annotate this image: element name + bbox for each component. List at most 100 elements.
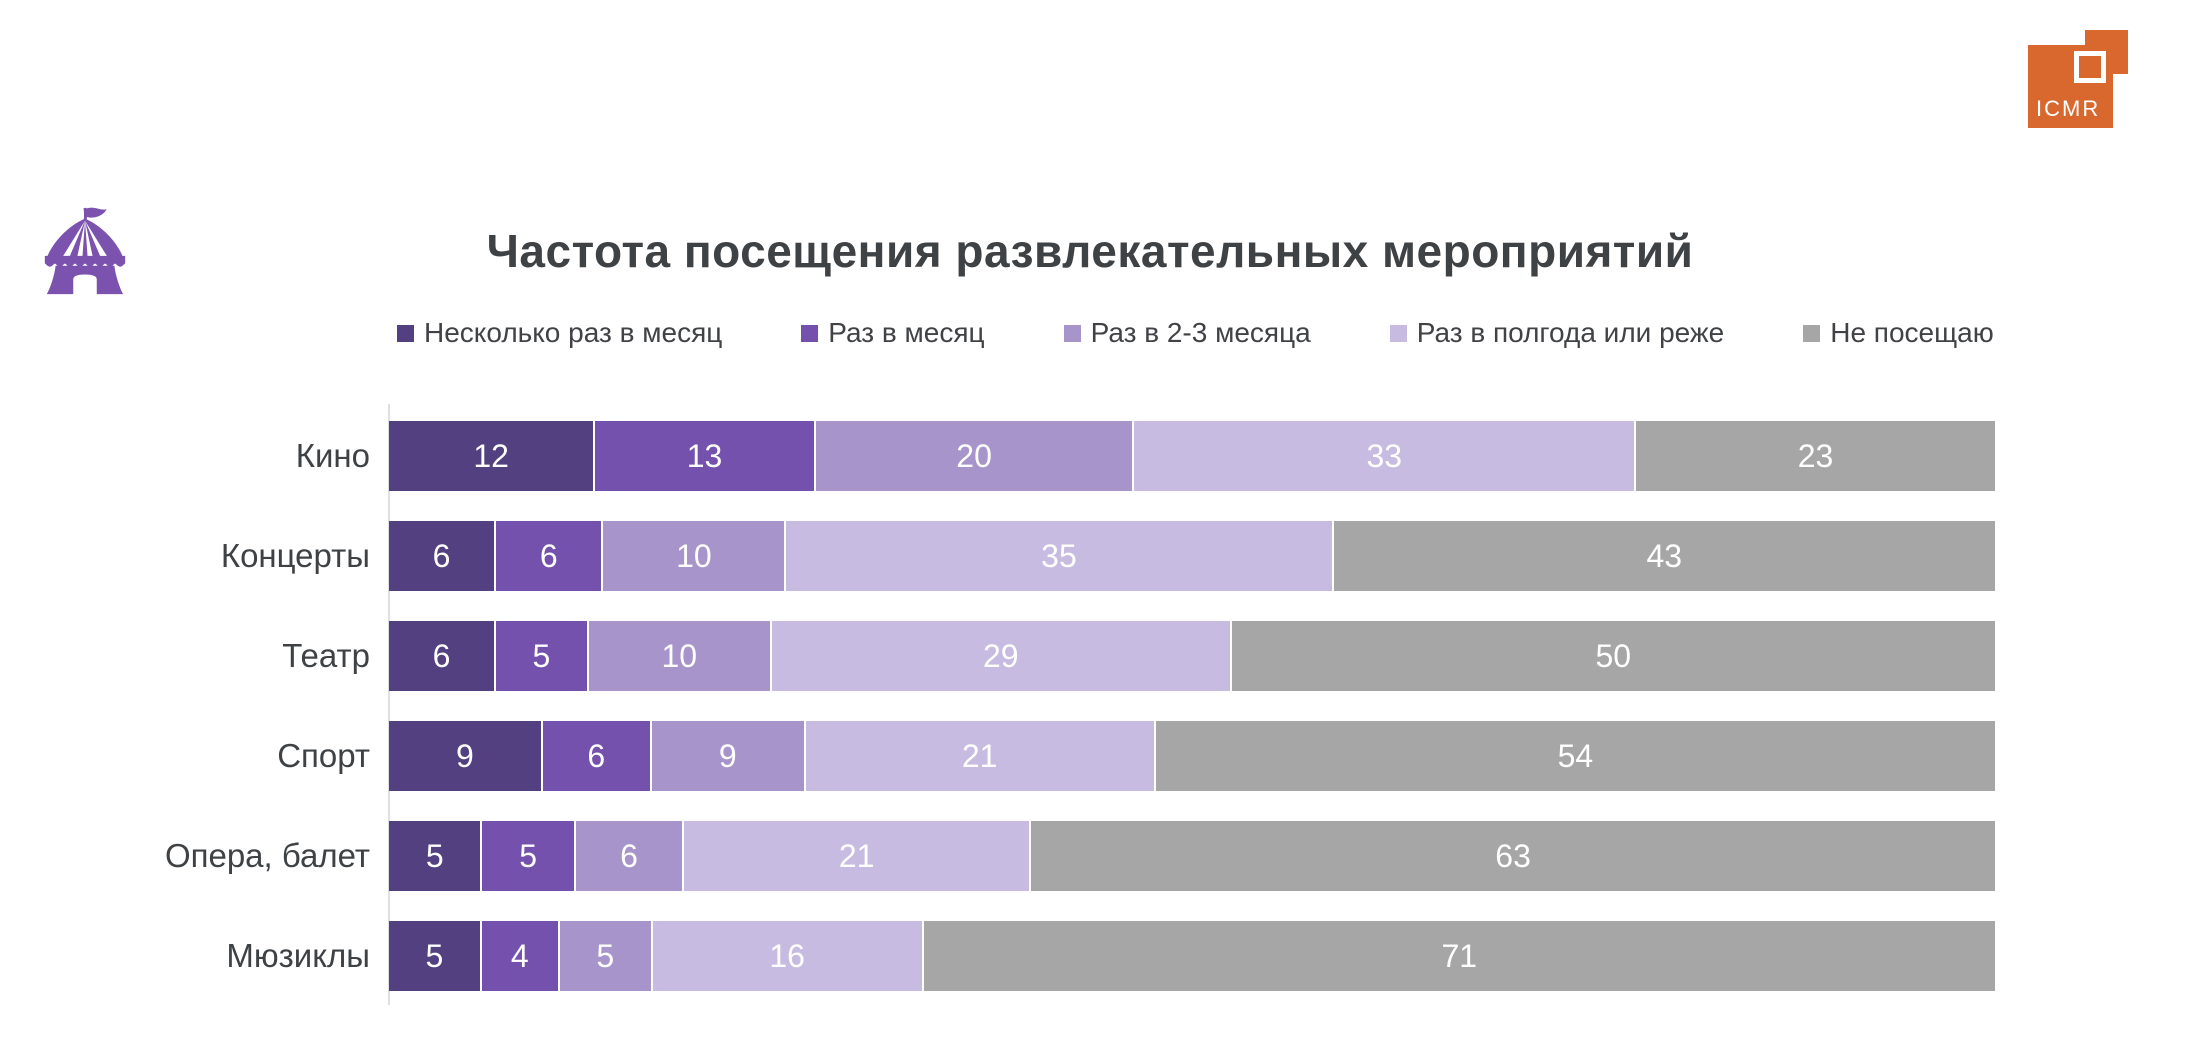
bar-row: Концерты 6 6 10 35 43 <box>0 506 2050 606</box>
axis-line <box>388 404 390 1005</box>
bar-segment: 6 <box>496 521 604 591</box>
stacked-bar: 6 6 10 35 43 <box>389 521 1996 591</box>
circus-tent-icon <box>44 207 126 295</box>
bar-value-label: 63 <box>1495 837 1531 874</box>
bar-value-label: 54 <box>1557 737 1594 774</box>
bar-segment: 16 <box>652 921 924 991</box>
bar-segment: 20 <box>815 421 1135 491</box>
bar-value-label: 6 <box>432 537 451 574</box>
legend-swatch-icon <box>1389 324 1407 342</box>
bar-value-label: 5 <box>596 937 615 974</box>
bar-segment: 23 <box>1636 421 1995 491</box>
bar-row: Спорт 9 6 9 21 54 <box>0 706 2050 806</box>
bar-value-label: 71 <box>1441 937 1478 974</box>
bar-segment: 4 <box>481 921 560 991</box>
legend-label: Раз в 2-3 месяца <box>1090 317 1311 348</box>
bar-value-label: 6 <box>539 537 558 574</box>
legend-item-1: Раз в месяц <box>801 317 985 349</box>
bar-value-label: 5 <box>425 837 444 874</box>
bar-value-label: 10 <box>676 537 712 574</box>
bar-value-label: 12 <box>473 437 509 474</box>
bar-segment: 6 <box>389 621 497 691</box>
bar-value-label: 20 <box>956 437 992 474</box>
bar-value-label: 6 <box>620 837 638 874</box>
bar-value-label: 33 <box>1366 437 1403 474</box>
bar-value-label: 21 <box>961 737 998 774</box>
icmr-logo: ICMR <box>2028 14 2130 129</box>
bar-row: Кино 12 13 20 33 23 <box>0 406 2050 506</box>
bar-segment: 5 <box>496 621 589 691</box>
bar-row: Театр 6 5 10 29 50 <box>0 606 2050 706</box>
bar-value-label: 10 <box>661 637 698 674</box>
legend-item-2: Раз в 2-3 месяца <box>1063 317 1311 349</box>
bar-segment: 63 <box>1031 821 1995 891</box>
stacked-bar: 12 13 20 33 23 <box>389 421 1995 491</box>
legend-label: Несколько раз в месяц <box>424 317 723 348</box>
bar-value-label: 9 <box>455 737 474 774</box>
bar-segment: 5 <box>389 821 483 891</box>
bar-segment: 21 <box>684 821 1032 891</box>
bar-value-label: 29 <box>982 637 1019 674</box>
stacked-bar: 9 6 9 21 54 <box>389 721 1996 791</box>
bar-segment: 35 <box>786 521 1334 591</box>
bar-value-label: 16 <box>769 937 805 974</box>
bar-value-label: 13 <box>686 437 723 474</box>
stacked-bar: 5 5 6 21 63 <box>389 821 1995 891</box>
bar-value-label: 23 <box>1797 437 1834 474</box>
bar-segment: 10 <box>588 621 772 691</box>
category-label: Концерты <box>220 537 370 574</box>
bar-value-label: 4 <box>510 937 529 974</box>
bar-value-label: 6 <box>432 637 451 674</box>
legend-item-3: Раз в полгода или реже <box>1389 317 1725 349</box>
chart-title: Частота посещения развлекательных меропр… <box>486 225 1694 277</box>
bar-row: Опера, балет 5 5 6 21 63 <box>0 806 2050 906</box>
logo-text: ICMR <box>2036 96 2101 121</box>
category-label: Театр <box>282 637 370 674</box>
legend-swatch-icon <box>397 324 414 342</box>
category-label: Опера, балет <box>164 837 370 874</box>
logo-small-square <box>2079 56 2101 78</box>
bar-value-label: 5 <box>532 637 551 674</box>
bar-value-label: 5 <box>425 937 444 974</box>
bar-segment: 9 <box>651 721 806 791</box>
legend-swatch-icon <box>1803 324 1821 342</box>
bar-value-label: 6 <box>587 737 606 774</box>
legend-label: Не посещаю <box>1830 317 1994 348</box>
bar-row: Мюзиклы 5 4 5 16 71 <box>0 906 2050 1006</box>
bar-segment: 12 <box>389 421 596 491</box>
bar-segment: 29 <box>771 621 1232 691</box>
bar-rows: Кино 12 13 20 33 23 Концерты 6 6 10 35 43 Театр 6 5 10 2… <box>0 406 2050 1006</box>
legend-swatch-icon <box>801 324 819 342</box>
legend: Несколько раз в месяц Раз в месяц Раз в 2-… <box>397 317 1994 349</box>
legend-item-4: Не посещаю <box>1803 317 1994 349</box>
bar-segment: 13 <box>595 421 816 491</box>
bar-segment: 71 <box>923 921 1995 991</box>
bar-value-label: 9 <box>718 737 737 774</box>
bar-value-label: 5 <box>519 837 538 874</box>
bar-segment: 6 <box>389 521 497 591</box>
bar-segment: 43 <box>1333 521 1996 591</box>
legend-label: Раз в месяц <box>828 317 985 348</box>
bar-segment: 21 <box>805 721 1156 791</box>
bar-value-label: 43 <box>1646 537 1683 574</box>
bar-segment: 33 <box>1134 421 1637 491</box>
stacked-bar: 6 5 10 29 50 <box>389 621 1995 691</box>
bar-segment: 50 <box>1231 621 1995 691</box>
bar-value-label: 35 <box>1041 537 1077 574</box>
bar-segment: 9 <box>389 721 543 791</box>
bar-segment: 5 <box>482 821 576 891</box>
bar-value-label: 50 <box>1595 637 1632 674</box>
bar-segment: 10 <box>603 521 787 591</box>
bar-segment: 5 <box>559 921 653 991</box>
bar-segment: 6 <box>575 821 685 891</box>
bar-segment: 54 <box>1155 721 1996 791</box>
category-label: Спорт <box>277 737 370 774</box>
legend-label: Раз в полгода или реже <box>1416 317 1725 348</box>
bar-value-label: 21 <box>838 837 875 874</box>
legend-swatch-icon <box>1063 324 1081 342</box>
stacked-bar: 5 4 5 16 71 <box>389 921 1995 991</box>
legend-item-0: Несколько раз в месяц <box>397 317 722 349</box>
bar-segment: 6 <box>542 721 652 791</box>
category-label: Кино <box>295 437 370 474</box>
